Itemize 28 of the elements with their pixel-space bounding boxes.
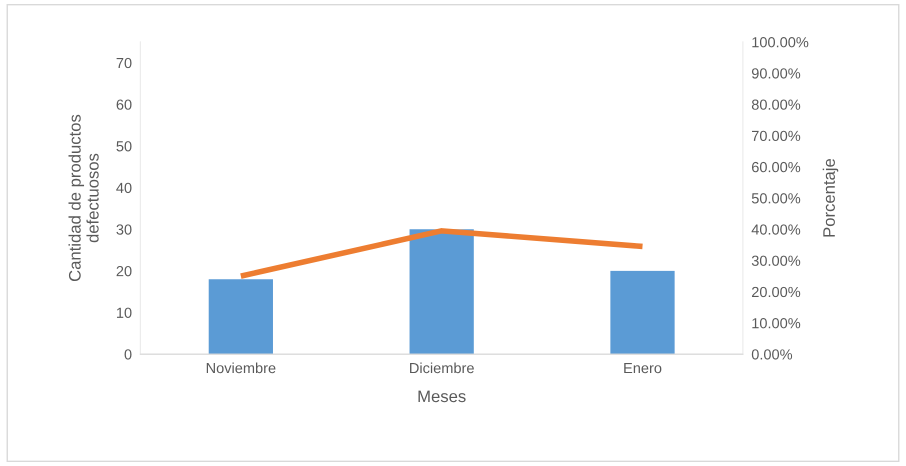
y2-tick-label: 50.00% — [752, 193, 800, 204]
y2-tick-label: 10.00% — [752, 318, 800, 328]
y2-axis-title: Porcentaje — [822, 158, 838, 237]
y-tick-label: 0 — [124, 349, 132, 360]
y-tick-label: 10 — [116, 308, 132, 318]
x-tick-label: Enero — [624, 363, 662, 374]
y2-tick-label: 100.00% — [752, 37, 808, 48]
x-axis-title: Meses — [418, 390, 466, 402]
y2-tick-label: 70.00% — [752, 130, 800, 142]
y-tick-label: 20 — [116, 266, 132, 276]
bar — [610, 270, 675, 354]
y-axis-title: Cantidad de productos defectuosos — [68, 114, 99, 282]
y2-tick-label: 0.00% — [752, 349, 792, 360]
y2-tick-label: 40.00% — [752, 224, 800, 235]
y2-tick-label: 90.00% — [752, 68, 800, 79]
y2-tick-label: 60.00% — [752, 162, 800, 172]
x-tick-label: Noviembre — [206, 362, 276, 374]
y-tick-label: 60 — [116, 99, 132, 110]
bar — [208, 279, 273, 354]
y2-tick-label: 20.00% — [752, 286, 800, 298]
y-tick-label: 40 — [116, 182, 132, 194]
y2-tick-label: 80.00% — [752, 99, 800, 110]
y2-tick-label: 30.00% — [752, 256, 800, 266]
bar — [410, 229, 474, 354]
y-tick-label: 70 — [116, 58, 132, 68]
x-tick-label: Diciembre — [410, 362, 474, 374]
y-tick-label: 50 — [116, 141, 132, 152]
y-tick-label: 30 — [116, 224, 132, 235]
